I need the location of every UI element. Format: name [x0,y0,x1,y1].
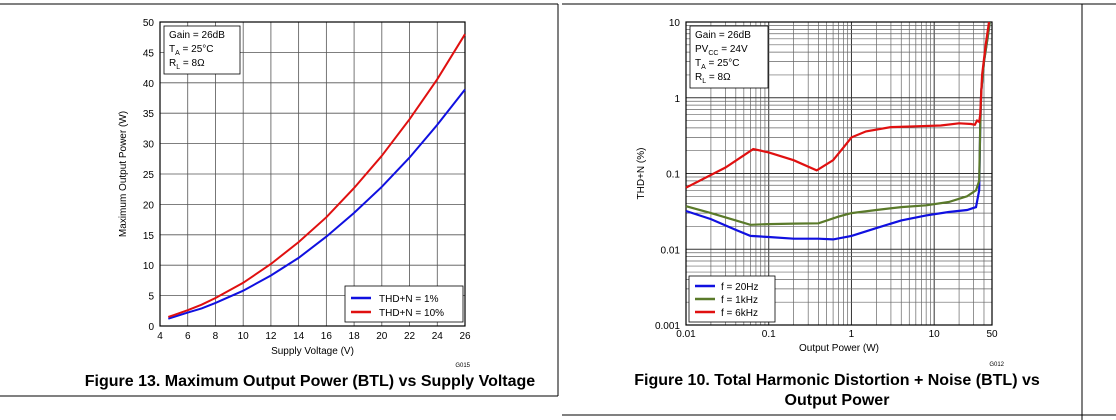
left-x-tick-label: 26 [459,331,471,342]
left-legend-frame [344,285,464,323]
right-legend-label: f = 1kHz [721,295,758,306]
left-x-tick-label: 20 [376,331,388,342]
left-condition-text: Gain = 26dB [169,30,225,41]
right-condition-text: TA = 25°C [695,58,740,71]
left-chart: 4 6 8 10 12 14 16 18 20 22 24 26 0 5 10 15 20 25 30 35 40 45 5… [118,18,471,369]
left-legend-label: THD+N = 10% [379,308,444,319]
left-x-tick-label: 18 [349,331,361,342]
right-y-tick-label: 0.1 [666,170,680,181]
right-condition-text: Gain = 26dB [695,30,751,41]
left-y-tick-label: 35 [143,109,155,120]
left-y-tick-label: 5 [148,292,154,303]
frame-lines [0,3,1116,420]
left-y-tick-label: 15 [143,231,155,242]
left-x-tick-label: 14 [293,331,305,342]
left-y-tick-label: 20 [143,200,155,211]
left-y-tick-label: 10 [143,261,155,272]
left-x-tick-label: 16 [321,331,333,342]
right-conditions-frame [689,25,769,89]
left-condition-text: RL = 8Ω [169,58,205,71]
left-y-tick-label: 50 [143,18,155,29]
right-y-tick-label: 0.001 [655,321,680,332]
right-x-tick-label: 0.01 [676,329,696,340]
right-x-tick-label: 1 [849,329,855,340]
right-condition-text: PVCC = 24V [695,44,748,57]
right-legend: f = 20Hz f = 1kHz f = 6kHz [688,275,776,323]
left-x-tick-label: 4 [157,331,163,342]
left-conditions-box: Gain = 26dB TA = 25°CRL = 8Ω [163,25,241,75]
right-y-tick-label: 0.01 [661,245,681,256]
left-plot-frame [159,21,466,327]
left-conditions-frame [163,25,241,75]
right-legend-label: f = 20Hz [721,282,759,293]
left-x-axis-label: Supply Voltage (V) [271,346,354,357]
right-y-tick-label: 1 [674,94,680,105]
right-plot-frame [685,21,993,326]
left-x-tick-label: 22 [404,331,416,342]
right-y-axis-label: THD+N (%) [636,148,647,200]
left-x-tick-label: 10 [238,331,250,342]
right-figure-caption: Figure 10. Total Harmonic Distortion + N… [634,372,1040,409]
left-x-tick-label: 8 [213,331,219,342]
left-x-tick-label: 12 [265,331,277,342]
right-legend-label: f = 6kHz [721,308,758,319]
left-figure-caption: Figure 13. Maximum Output Power (BTL) vs… [84,373,536,390]
left-condition-text: TA = 25°C [169,44,214,57]
left-y-tick-label: 0 [148,322,154,333]
left-y-tick-label: 30 [143,140,155,151]
right-x-tick-label: 10 [929,329,941,340]
left-x-tick-label: 24 [432,331,444,342]
left-y-tick-label: 40 [143,79,155,90]
right-y-tick-label: 10 [669,18,681,29]
left-legend-label: THD+N = 1% [379,294,439,305]
right-x-tick-label: 50 [986,329,998,340]
left-legend: THD+N = 1% THD+N = 10% [344,285,464,323]
left-series-line-2 [167,33,466,318]
left-y-tick-label: 45 [143,48,155,59]
left-y-axis-label: Maximum Output Power (W) [118,111,129,237]
right-x-axis-label: Output Power (W) [799,343,879,354]
left-x-tick-label: 6 [185,331,191,342]
right-x-tick-label: 0.1 [762,329,776,340]
right-series-line-3 [685,21,991,189]
right-figure-code: G012 [989,362,1004,368]
right-condition-text: RL = 8Ω [695,72,731,85]
left-figure-code: G015 [455,363,470,369]
left-series-line-1 [167,88,466,320]
left-y-tick-label: 25 [143,170,155,181]
